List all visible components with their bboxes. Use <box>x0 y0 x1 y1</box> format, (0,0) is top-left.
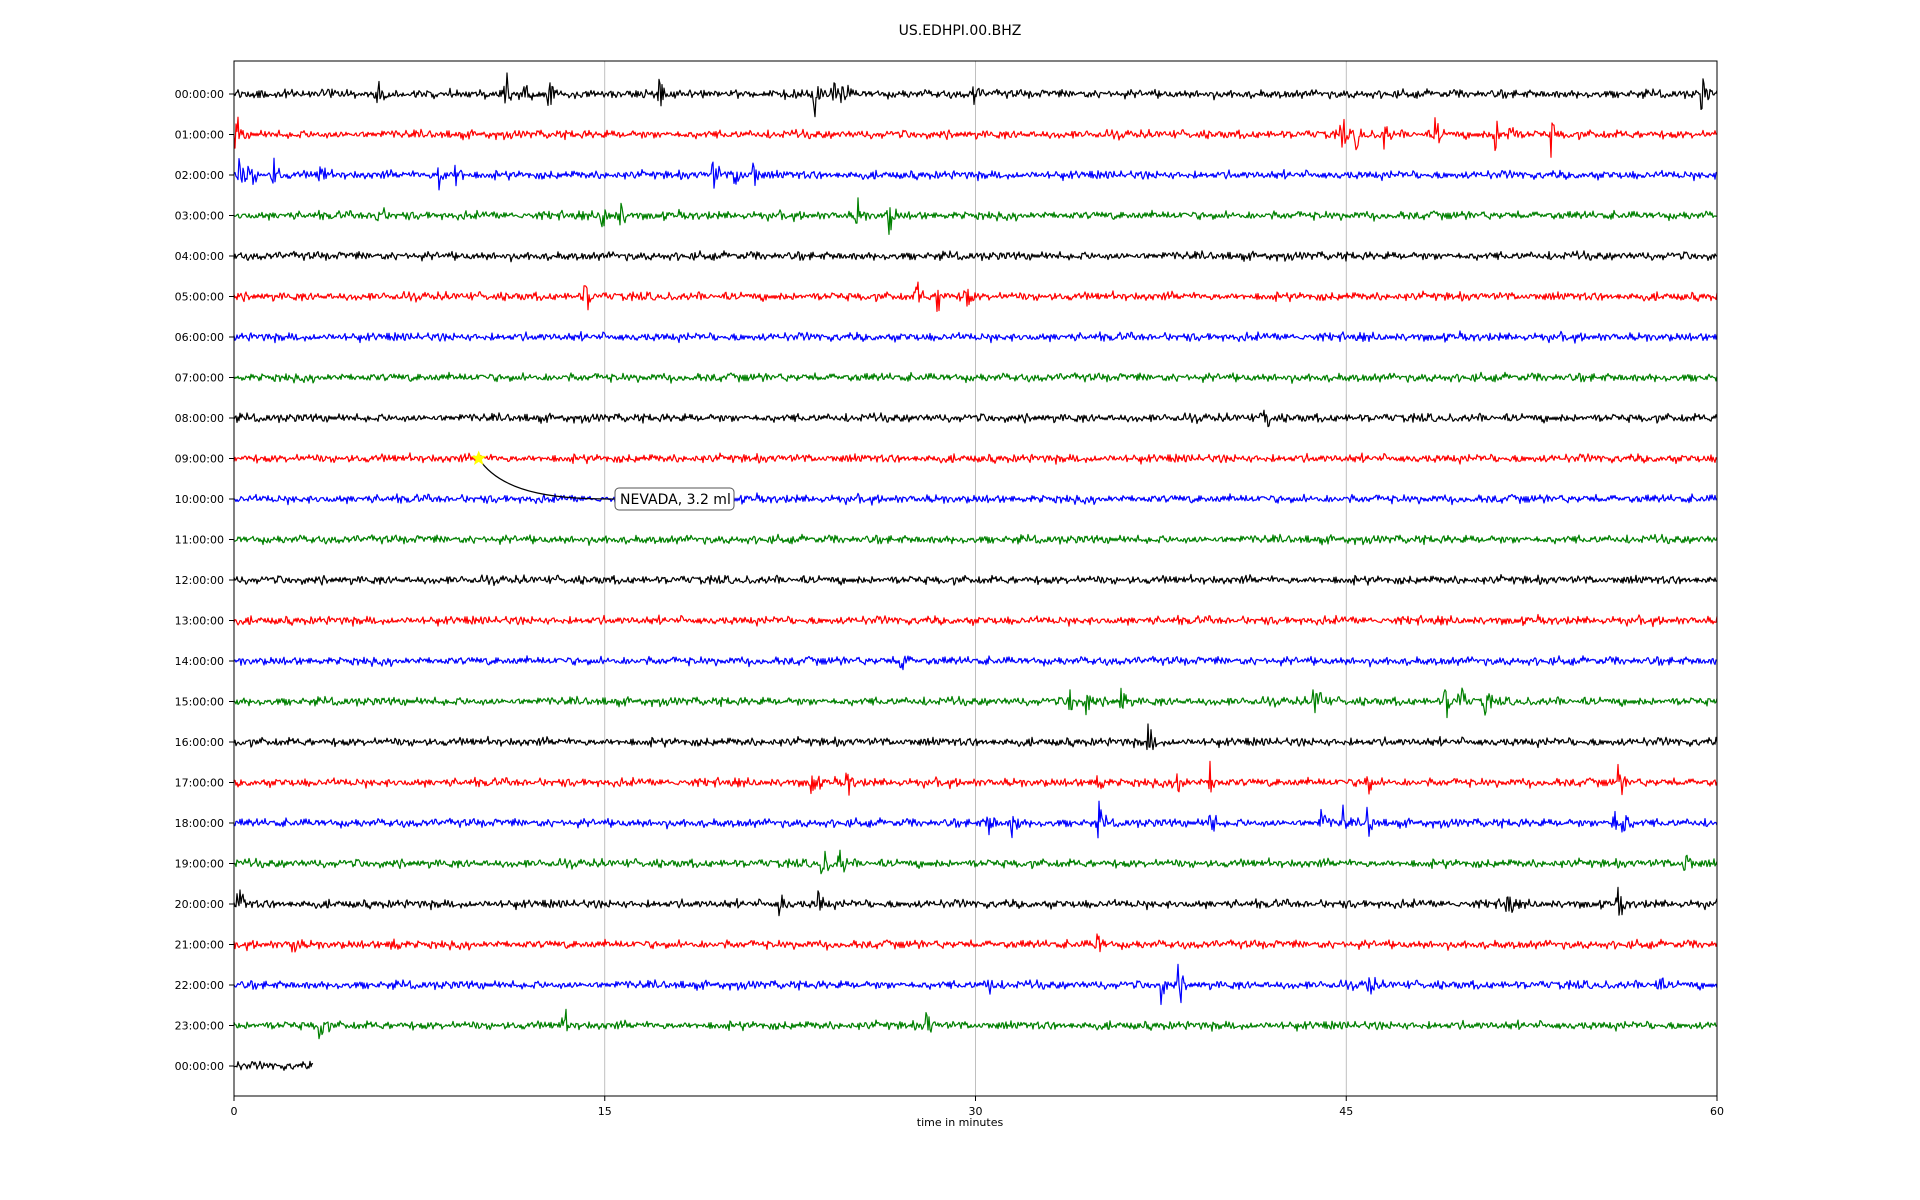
event-label-box <box>614 487 735 511</box>
row-label: 20:00:00 <box>175 898 224 911</box>
row-label: 09:00:00 <box>175 453 224 466</box>
trace-row <box>233 1060 314 1071</box>
trace-row <box>233 371 1718 384</box>
trace-row <box>233 157 1718 191</box>
row-label: 00:00:00 <box>175 1060 224 1073</box>
event-star-marker <box>471 450 487 465</box>
trace-row <box>233 281 1718 312</box>
trace-row <box>233 613 1718 628</box>
x-axis-label: time in minutes <box>917 1116 1004 1129</box>
trace-row <box>233 330 1718 344</box>
trace-row <box>233 1008 1718 1040</box>
row-label: 12:00:00 <box>175 574 224 587</box>
x-tick-label: 15 <box>598 1105 612 1118</box>
row-label: 00:00:00 <box>175 88 224 101</box>
trace-row <box>233 409 1718 428</box>
row-label: 13:00:00 <box>175 615 224 628</box>
trace-row <box>233 492 1718 506</box>
row-label: 01:00:00 <box>175 129 224 142</box>
trace-row <box>233 533 1718 546</box>
row-label: 07:00:00 <box>175 372 224 385</box>
trace-row <box>233 687 1718 719</box>
x-tick-label: 45 <box>1339 1105 1353 1118</box>
row-label: 22:00:00 <box>175 979 224 992</box>
trace-row <box>233 655 1718 671</box>
row-label: 21:00:00 <box>175 939 224 952</box>
event-connector <box>478 458 616 500</box>
trace-rows <box>233 72 1718 1071</box>
row-label: 23:00:00 <box>175 1020 224 1033</box>
x-axis: 0 15 30 45 60 <box>231 1096 1724 1118</box>
row-label: 02:00:00 <box>175 169 224 182</box>
row-label: 14:00:00 <box>175 655 224 668</box>
x-tick-label: 60 <box>1710 1105 1724 1118</box>
event-annotation: NEVADA, 3.2 ml <box>471 450 735 511</box>
row-label: 17:00:00 <box>175 777 224 790</box>
trace-row <box>233 72 1718 118</box>
event-label: NEVADA, 3.2 ml <box>620 492 731 508</box>
x-tick-label: 30 <box>969 1105 983 1118</box>
x-tick-label: 0 <box>231 1105 238 1118</box>
row-labels: 00:00:00 01:00:00 02:00:00 03:00:00 04:00:00… <box>175 88 234 1073</box>
trace-row <box>233 760 1718 796</box>
trace-row <box>233 723 1718 751</box>
row-label: 04:00:00 <box>175 250 224 263</box>
trace-row <box>233 573 1718 587</box>
chart-title: US.EDHPI.00.BHZ <box>899 23 1022 39</box>
trace-row <box>233 963 1718 1006</box>
row-label: 15:00:00 <box>175 696 224 709</box>
trace-row <box>233 849 1718 875</box>
row-label: 10:00:00 <box>175 493 224 506</box>
row-label: 05:00:00 <box>175 291 224 304</box>
row-label: 03:00:00 <box>175 210 224 223</box>
trace-row <box>233 197 1718 235</box>
trace-row <box>233 250 1718 263</box>
row-label: 18:00:00 <box>175 817 224 830</box>
trace-row <box>233 886 1718 917</box>
row-label: 08:00:00 <box>175 412 224 425</box>
trace-row <box>233 933 1718 953</box>
trace-row <box>233 116 1718 158</box>
row-label: 06:00:00 <box>175 331 224 344</box>
trace-row <box>233 800 1718 839</box>
row-label: 19:00:00 <box>175 858 224 871</box>
row-label: 16:00:00 <box>175 736 224 749</box>
row-label: 11:00:00 <box>175 534 224 547</box>
